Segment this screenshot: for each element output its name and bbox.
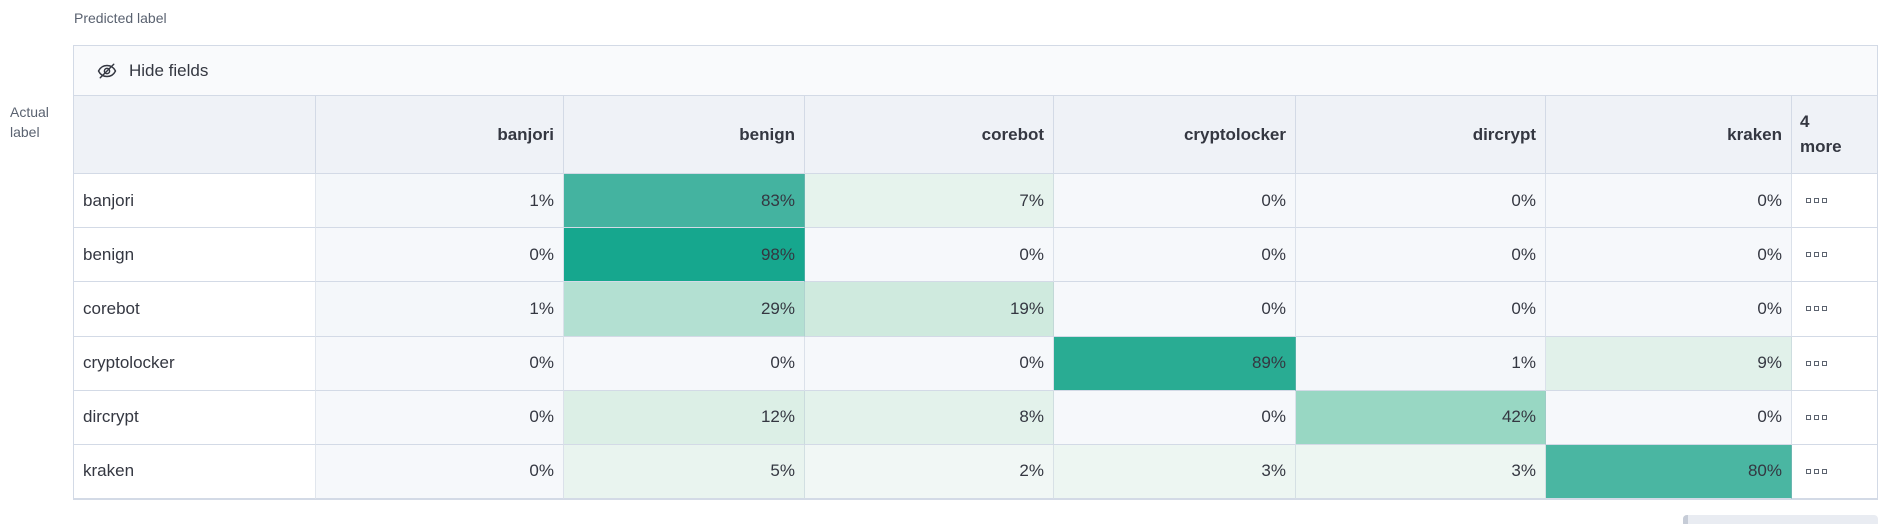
column-header-more[interactable]: 4 more [1792,96,1877,174]
more-actions-cell-kraken[interactable] [1792,444,1877,499]
matrix-cell-kraken-banjori[interactable]: 0% [316,444,564,499]
matrix-cell-banjori-cryptolocker[interactable]: 0% [1054,174,1296,229]
matrix-cell-banjori-dircrypt[interactable]: 0% [1296,174,1546,229]
column-header-kraken[interactable]: kraken [1546,96,1792,174]
more-actions-cell-dircrypt[interactable] [1792,390,1877,445]
boxes-horizontal-icon [1806,198,1811,204]
boxes-horizontal-icon [1822,468,1827,474]
boxes-horizontal-icon [1814,360,1819,366]
more-actions-cell-cryptolocker[interactable] [1792,336,1877,391]
boxes-horizontal-icon [1814,252,1819,258]
matrix-cell-kraken-kraken[interactable]: 80% [1546,444,1792,499]
matrix-cell-benign-kraken[interactable]: 0% [1546,228,1792,283]
boxes-horizontal-icon [1806,306,1811,312]
column-header-cryptolocker[interactable]: cryptolocker [1054,96,1296,174]
boxes-horizontal-icon [1814,414,1819,420]
horizontal-scrollbar-thumb[interactable] [1683,515,1688,524]
matrix-cell-dircrypt-dircrypt[interactable]: 42% [1296,390,1546,445]
matrix-cell-cryptolocker-kraken[interactable]: 9% [1546,336,1792,391]
matrix-cell-corebot-dircrypt[interactable]: 0% [1296,282,1546,337]
matrix-cell-corebot-banjori[interactable]: 1% [316,282,564,337]
boxes-horizontal-icon [1806,360,1811,366]
matrix-cell-dircrypt-benign[interactable]: 12% [564,390,805,445]
boxes-horizontal-icon [1822,252,1827,258]
column-header-corebot[interactable]: corebot [805,96,1054,174]
boxes-horizontal-icon [1822,414,1827,420]
matrix-cell-benign-benign[interactable]: 98% [564,228,805,283]
boxes-horizontal-icon [1806,252,1811,258]
matrix-cell-kraken-benign[interactable]: 5% [564,444,805,499]
matrix-cell-benign-banjori[interactable]: 0% [316,228,564,283]
matrix-cell-dircrypt-corebot[interactable]: 8% [805,390,1054,445]
row-label-cryptolocker[interactable]: cryptolocker [74,336,316,391]
column-header-dircrypt[interactable]: dircrypt [1296,96,1546,174]
eye-closed-icon [97,61,117,81]
more-actions-cell-banjori[interactable] [1792,174,1877,229]
matrix-cell-corebot-benign[interactable]: 29% [564,282,805,337]
hide-fields-label: Hide fields [129,60,209,80]
matrix-cell-kraken-corebot[interactable]: 2% [805,444,1054,499]
boxes-horizontal-icon [1814,306,1819,312]
matrix-cell-corebot-cryptolocker[interactable]: 0% [1054,282,1296,337]
actual-label-line2: label [10,123,40,140]
matrix-cell-benign-cryptolocker[interactable]: 0% [1054,228,1296,283]
predicted-label-text: Predicted label [74,10,167,26]
column-header-benign[interactable]: benign [564,96,805,174]
boxes-horizontal-icon [1822,198,1827,204]
row-label-benign[interactable]: benign [74,228,316,283]
more-column-header-text: more [1800,136,1842,156]
row-label-kraken[interactable]: kraken [74,444,316,499]
column-header-banjori[interactable]: banjori [316,96,564,174]
more-actions-cell-corebot[interactable] [1792,282,1877,337]
matrix-cell-banjori-corebot[interactable]: 7% [805,174,1054,229]
matrix-cell-cryptolocker-corebot[interactable]: 0% [805,336,1054,391]
matrix-cell-cryptolocker-benign[interactable]: 0% [564,336,805,391]
boxes-horizontal-icon [1822,306,1827,312]
matrix-cell-benign-corebot[interactable]: 0% [805,228,1054,283]
confusion-matrix-grid: banjori benign corebot cryptolocker dircrypt… [74,96,1877,499]
matrix-cell-cryptolocker-banjori[interactable]: 0% [316,336,564,391]
matrix-cell-corebot-corebot[interactable]: 19% [805,282,1054,337]
row-label-dircrypt[interactable]: dircrypt [74,390,316,445]
matrix-cell-banjori-kraken[interactable]: 0% [1546,174,1792,229]
boxes-horizontal-icon [1814,198,1819,204]
actual-label-axis: Actual label [10,103,49,142]
matrix-cell-dircrypt-cryptolocker[interactable]: 0% [1054,390,1296,445]
matrix-cell-kraken-dircrypt[interactable]: 3% [1296,444,1546,499]
horizontal-scrollbar[interactable] [1683,515,1878,524]
matrix-cell-kraken-cryptolocker[interactable]: 3% [1054,444,1296,499]
matrix-cell-benign-dircrypt[interactable]: 0% [1296,228,1546,283]
predicted-label-axis: Predicted label [74,9,167,29]
matrix-cell-cryptolocker-dircrypt[interactable]: 1% [1296,336,1546,391]
matrix-cell-cryptolocker-cryptolocker[interactable]: 89% [1054,336,1296,391]
row-label-banjori[interactable]: banjori [74,174,316,229]
more-column-header-text: 4 [1800,111,1810,131]
header-corner-cell [74,96,316,174]
actual-label-line1: Actual [10,104,49,120]
boxes-horizontal-icon [1814,468,1819,474]
matrix-cell-dircrypt-banjori[interactable]: 0% [316,390,564,445]
row-label-corebot[interactable]: corebot [74,282,316,337]
boxes-horizontal-icon [1822,360,1827,366]
matrix-cell-corebot-kraken[interactable]: 0% [1546,282,1792,337]
matrix-cell-banjori-benign[interactable]: 83% [564,174,805,229]
confusion-matrix-panel: Hide fields banjori benign corebot cryptolo… [73,45,1878,500]
boxes-horizontal-icon [1806,468,1811,474]
matrix-cell-dircrypt-kraken[interactable]: 0% [1546,390,1792,445]
hide-fields-button[interactable]: Hide fields [74,46,1877,96]
boxes-horizontal-icon [1806,414,1811,420]
matrix-cell-banjori-banjori[interactable]: 1% [316,174,564,229]
more-actions-cell-benign[interactable] [1792,228,1877,283]
